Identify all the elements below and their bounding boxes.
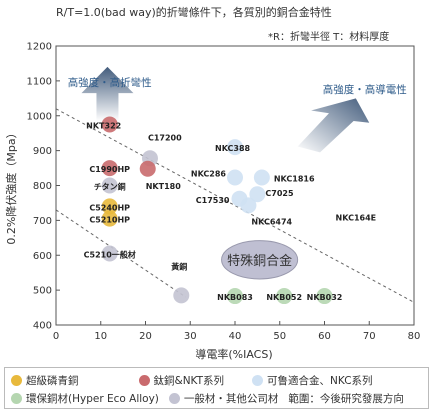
arrow-diagonal-label: 高強度・高導電性 — [323, 83, 407, 96]
legend-swatch — [11, 374, 22, 386]
x-tick-label: 20 — [139, 331, 152, 342]
range-line-lower — [55, 209, 187, 298]
data-point — [227, 169, 243, 186]
y-tick-label: 900 — [33, 146, 52, 157]
y-tick-label: 700 — [33, 216, 52, 227]
y-tick-label: 1100 — [27, 76, 52, 87]
range-line-upper — [55, 108, 415, 303]
legend-swatch — [138, 374, 150, 386]
legend-swatch — [252, 374, 264, 386]
x-tick-label: 60 — [318, 331, 331, 342]
point-label: C5240HP — [89, 203, 130, 212]
point-label: NKC388 — [215, 144, 251, 153]
legend-item-general: 一般材・其他公司材 — [168, 391, 279, 406]
chart-title: R/T=1.0(bad way)的折彎條件下，各質別的銅合金特性 — [56, 5, 332, 19]
point-label: NKT322 — [86, 121, 121, 130]
legend-item-phosphor-bronze: 超級磷青銅 — [11, 373, 79, 388]
special-alloy-region — [221, 240, 299, 280]
x-tick-label: 10 — [94, 331, 107, 342]
plot-area: 0 10 20 30 40 50 60 70 80 400 500 600 700 800 900 1000 1… — [27, 42, 421, 343]
arrow-up-icon — [81, 66, 134, 121]
chart-subtitle: *R：折彎半徑 T：材料厚度 — [268, 30, 389, 43]
point-label: NKC1816 — [274, 174, 315, 183]
range-text-label: NKC164E — [336, 213, 377, 222]
x-tick-label: 70 — [363, 331, 376, 342]
data-point — [253, 169, 270, 186]
data-point — [249, 186, 266, 203]
x-tick-label: 80 — [408, 331, 421, 342]
special-alloy-label: 特殊銅合金 — [227, 253, 292, 269]
point-label: C7025 — [265, 189, 294, 198]
point-label: NKC6474 — [251, 217, 292, 226]
data-point — [173, 287, 190, 304]
point-label: NKT180 — [146, 182, 181, 191]
arrow-diagonal-icon — [297, 98, 370, 153]
data-point — [101, 245, 118, 262]
data-point — [227, 288, 243, 305]
data-point — [101, 177, 118, 194]
legend-item-titanium-copper: 鈦銅&NKT系列 — [138, 373, 225, 388]
y-tick-label: 500 — [33, 286, 52, 297]
data-point — [276, 288, 293, 305]
chart: R/T=1.0(bad way)的折彎條件下，各質別的銅合金特性 *R：折彎半徑… — [4, 5, 421, 361]
data-point — [316, 288, 333, 305]
arrow-up-label: 高強度・高折彎性 — [68, 76, 152, 89]
point-label: 黃銅 — [171, 261, 187, 271]
y-tick-label: 800 — [33, 181, 52, 192]
point-label: C5210一般材 — [84, 250, 136, 260]
x-tick-label: 30 — [184, 331, 197, 342]
data-point — [139, 160, 156, 177]
x-tick-label: 0 — [53, 331, 59, 342]
point-label: NKB052 — [266, 293, 302, 302]
legend-row-2: 環保銅材(Hyper Eco Alloy) 一般材・其他公司材 範圍：今後研究發… — [11, 389, 404, 407]
point-label: NKC286 — [191, 169, 227, 178]
point-label: NKB032 — [307, 293, 343, 302]
legend-label: 可鲁適合金、NKC系列 — [267, 374, 373, 387]
legend-swatch — [168, 392, 180, 404]
point-label: C1990HP — [89, 165, 130, 174]
legend-item-range-note: 範圍：今後研究發展方向 — [288, 392, 404, 405]
data-point — [101, 210, 118, 227]
y-axis-label: 0.2%降伏強度（Mpa） — [4, 127, 18, 244]
legend: 超級磷青銅 鈦銅&NKT系列 可鲁適合金、NKC系列 環保銅材(Hyper Ec… — [4, 367, 429, 409]
y-tick-label: 1200 — [27, 42, 52, 53]
x-axis-label: 導電率(%IACS) — [195, 347, 272, 361]
data-point — [101, 198, 118, 215]
x-tick-label: 40 — [229, 331, 242, 342]
data-point — [101, 160, 118, 177]
data-point — [240, 197, 257, 214]
legend-item-nkc-series: 可鲁適合金、NKC系列 — [252, 373, 373, 388]
legend-label: 環保銅材(Hyper Eco Alloy) — [26, 392, 159, 405]
point-label: NKB083 — [217, 293, 253, 302]
legend-swatch — [11, 392, 22, 404]
legend-label: 一般材・其他公司材 — [183, 392, 279, 405]
x-tick-label: 50 — [273, 331, 286, 342]
point-label: C17200 — [148, 133, 182, 142]
point-label: C17530 — [196, 196, 230, 205]
point-label: C5210HP — [89, 216, 130, 225]
legend-row-1: 超級磷青銅 鈦銅&NKT系列 可鲁適合金、NKC系列 — [11, 371, 383, 389]
data-point — [101, 116, 118, 133]
y-tick-label: 600 — [33, 251, 52, 262]
legend-item-eco-alloy: 環保銅材(Hyper Eco Alloy) — [11, 391, 159, 406]
data-point — [227, 139, 243, 156]
legend-label: 超級磷青銅 — [26, 374, 79, 387]
y-tick-label: 400 — [33, 321, 52, 332]
point-label: チタン銅 — [94, 182, 126, 192]
legend-label: 鈦銅&NKT系列 — [153, 374, 225, 387]
y-tick-label: 1000 — [27, 111, 52, 122]
